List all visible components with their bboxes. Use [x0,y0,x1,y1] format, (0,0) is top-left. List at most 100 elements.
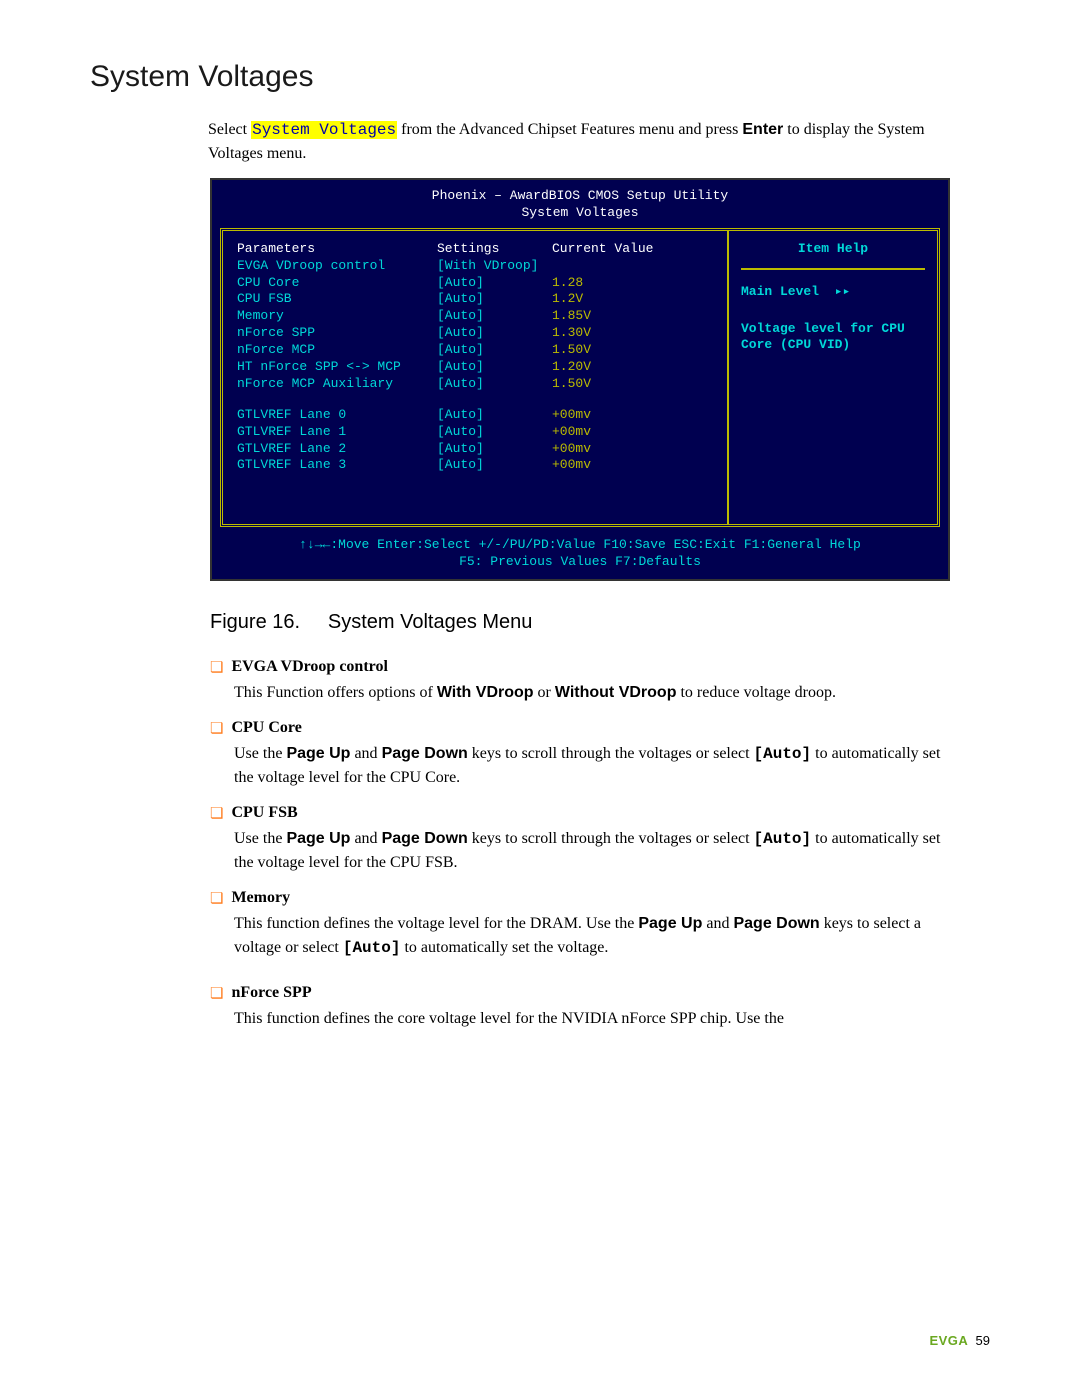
list-item: ❏ CPU FSB Use the Page Up and Page Down … [210,804,950,875]
footer-evga: EVGA [929,1333,968,1348]
list-item: ❏ nForce SPP This function defines the c… [210,984,950,1031]
row-label: GTLVREF Lane 3 [237,457,437,474]
table-row: Memory[Auto]1.85V [237,308,713,325]
figure-title: System Voltages Menu [328,611,533,633]
bold-term: Page Down [382,830,468,847]
row-label: nForce SPP [237,325,437,342]
bold-term: With VDroop [437,684,534,701]
mono-term: [Auto] [343,939,401,957]
text: This function defines the core voltage l… [234,1010,784,1027]
bullet-icon: ❏ [210,984,223,1005]
bullet-row: ❏ CPU Core [210,719,950,740]
bullet-row: ❏ Memory [210,889,950,910]
spacer [741,301,925,321]
table-row: nForce MCP[Auto]1.50V [237,342,713,359]
row-value: 1.28 [552,275,713,292]
intro-highlight: System Voltages [251,121,397,139]
row-label: GTLVREF Lane 1 [237,424,437,441]
bios-vdroop-row: EVGA VDroop control [With VDroop] [237,258,713,275]
item-label: CPU Core [231,719,301,737]
item-label: nForce SPP [231,984,311,1002]
bios-help-line2: Core (CPU VID) [741,337,925,354]
description-list: ❏ EVGA VDroop control This Function offe… [210,658,950,1031]
item-body: Use the Page Up and Page Down keys to sc… [234,827,950,875]
bios-title-line1: Phoenix – AwardBIOS CMOS Setup Utility [212,188,948,205]
bios-footer-line1: ↑↓→←:Move Enter:Select +/-/PU/PD:Value F… [212,537,948,554]
bios-right-panel: Item Help Main Level ▸▸ Voltage level fo… [729,231,937,525]
bios-help-line1: Voltage level for CPU [741,321,925,338]
list-item: ❏ Memory This function defines the volta… [210,889,950,960]
page-footer: EVGA 59 [929,1333,990,1348]
row-label: GTLVREF Lane 2 [237,441,437,458]
row-setting: [Auto] [437,441,552,458]
text: This function defines the voltage level … [234,915,638,932]
bullet-row: ❏ nForce SPP [210,984,950,1005]
row-label: GTLVREF Lane 0 [237,407,437,424]
text: Use the [234,745,286,762]
bios-help-title: Item Help [741,241,925,270]
table-row: CPU Core[Auto]1.28 [237,275,713,292]
item-body: Use the Page Up and Page Down keys to sc… [234,742,950,790]
table-row: CPU FSB[Auto] 1.2V [237,291,713,308]
item-body: This function defines the core voltage l… [234,1007,950,1031]
footer-page-number: 59 [976,1333,990,1348]
bullet-icon: ❏ [210,658,223,679]
bios-title-line2: System Voltages [212,205,948,222]
bios-col-current: Current Value [552,241,713,258]
text: and [702,915,733,932]
bold-term: Page Down [382,745,468,762]
row-label: nForce MCP [237,342,437,359]
bios-frame: Parameters Settings Current Value EVGA V… [220,228,940,528]
list-item: ❏ EVGA VDroop control This Function offe… [210,658,950,705]
item-label: CPU FSB [231,804,297,822]
bullet-row: ❏ EVGA VDroop control [210,658,950,679]
intro-paragraph: Select System Voltages from the Advanced… [208,118,950,166]
text: to reduce voltage droop. [676,684,836,701]
row-setting: [Auto] [437,291,552,308]
row-setting: [Auto] [437,342,552,359]
row-setting: [Auto] [437,308,552,325]
row-value: +00mv [552,457,713,474]
text: to automatically set the voltage. [400,939,608,956]
row-label: CPU FSB [237,291,437,308]
spacer [237,393,713,407]
figure-label: Figure 16. [210,611,300,633]
page-heading: System Voltages [90,60,990,94]
help-mainlevel-label: Main Level [741,284,819,299]
item-body: This function defines the voltage level … [234,912,950,960]
list-item: ❏ CPU Core Use the Page Up and Page Down… [210,719,950,790]
row-label: nForce MCP Auxiliary [237,376,437,393]
table-row: GTLVREF Lane 0[Auto]+00mv [237,407,713,424]
bios-screen: Phoenix – AwardBIOS CMOS Setup Utility S… [212,180,948,579]
bullet-row: ❏ CPU FSB [210,804,950,825]
row-setting: [Auto] [437,457,552,474]
help-arrows-icon: ▸▸ [835,284,851,299]
text: or [534,684,555,701]
bios-footer: ↑↓→←:Move Enter:Select +/-/PU/PD:Value F… [212,533,948,579]
mono-term: [Auto] [754,745,812,763]
row-label: Memory [237,308,437,325]
row-value: +00mv [552,441,713,458]
row-value: 1.85V [552,308,713,325]
bios-vdroop-setting: [With VDroop] [437,258,552,275]
item-label: Memory [231,889,290,907]
bios-col-parameters: Parameters [237,241,437,258]
table-row: HT nForce SPP <-> MCP[Auto]1.20V [237,359,713,376]
row-setting: [Auto] [437,424,552,441]
row-value: 1.50V [552,376,713,393]
row-value: 1.20V [552,359,713,376]
bold-term: Without VDroop [555,684,677,701]
row-setting: [Auto] [437,376,552,393]
row-value: 1.2V [552,291,713,308]
mono-term: [Auto] [754,830,812,848]
bullet-icon: ❏ [210,889,223,910]
intro-middle: from the Advanced Chipset Features menu … [397,121,742,138]
bios-help-mainlevel: Main Level ▸▸ [741,284,925,301]
row-setting: [Auto] [437,359,552,376]
row-value: 1.50V [552,342,713,359]
row-label: HT nForce SPP <-> MCP [237,359,437,376]
bios-vdroop-value [552,258,713,275]
text: keys to scroll through the voltages or s… [468,830,754,847]
figure-caption: Figure 16. System Voltages Menu [210,611,990,634]
table-row: GTLVREF Lane 2[Auto]+00mv [237,441,713,458]
